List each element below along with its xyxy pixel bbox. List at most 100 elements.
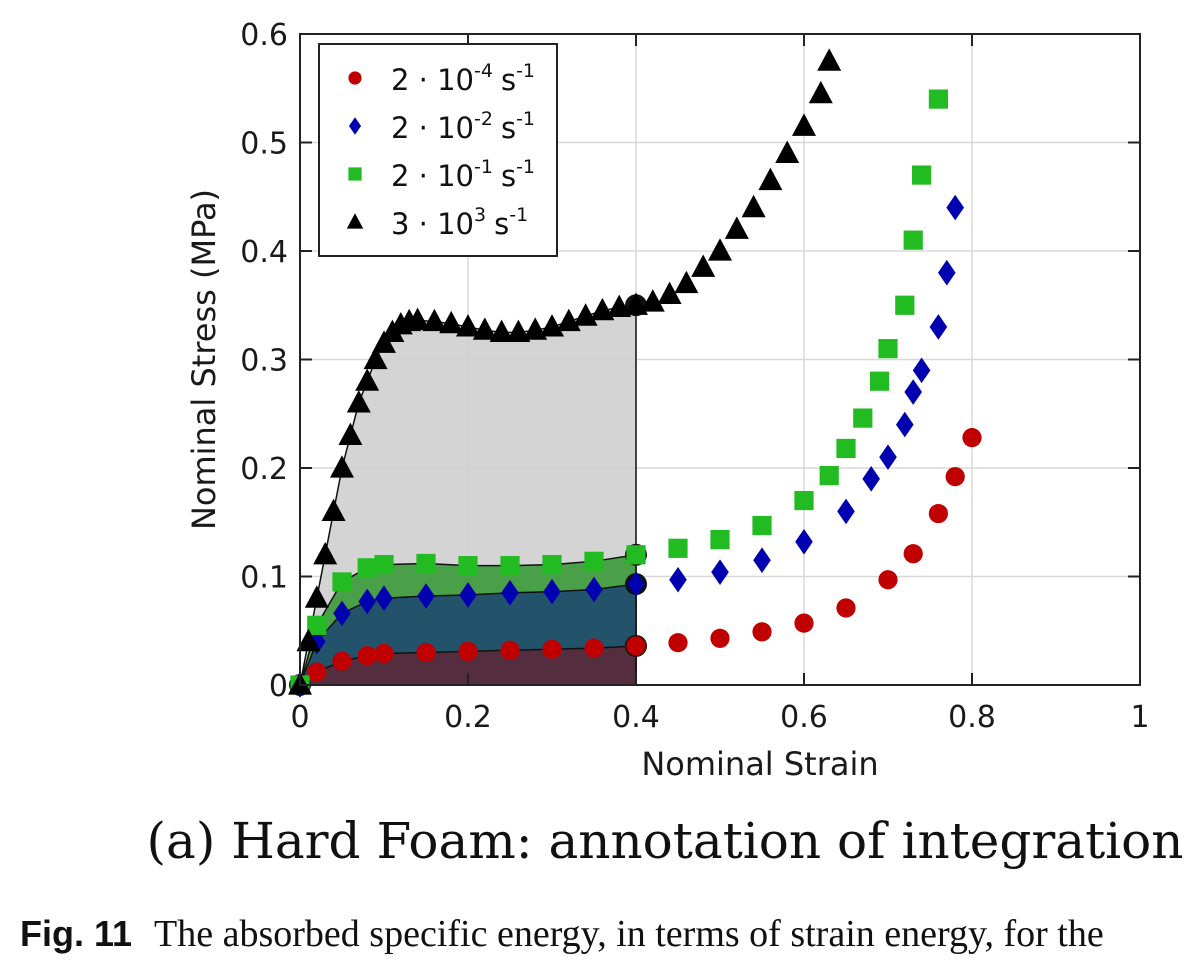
data-point (405, 307, 430, 331)
data-point (416, 642, 436, 663)
data-point (458, 641, 478, 661)
data-point (928, 89, 948, 109)
y-tick-label: 0.2 (240, 452, 288, 487)
data-point (792, 113, 816, 136)
data-point (439, 310, 464, 334)
y-tick-label: 0.4 (240, 235, 288, 270)
data-point (808, 80, 833, 104)
y-tick-label: 0.3 (240, 344, 288, 379)
data-point (542, 639, 562, 659)
data-point (607, 294, 632, 318)
data-point (338, 422, 363, 446)
data-point (416, 553, 436, 574)
y-tick-label: 0.5 (240, 127, 288, 162)
data-point (794, 490, 814, 511)
data-point (348, 117, 362, 135)
data-point (752, 622, 772, 642)
data-point (456, 314, 480, 337)
data-point (346, 390, 371, 413)
data-point (348, 167, 362, 181)
data-point (711, 559, 729, 585)
data-point (332, 572, 352, 592)
x-tick-label: 0.6 (780, 700, 828, 735)
figure-caption: Fig. 11 The absorbed specific energy, in … (20, 912, 1104, 956)
data-point (710, 530, 730, 550)
data-point (313, 542, 338, 565)
x-tick-label: 0.2 (444, 700, 492, 735)
caption-label: Fig. 11 (20, 913, 133, 954)
data-point (929, 314, 948, 340)
data-point (523, 317, 548, 340)
data-point (363, 346, 388, 370)
data-point (355, 368, 380, 391)
data-point (691, 254, 716, 277)
data-point (879, 444, 897, 470)
legend-entry: 2 · 10-1 s-1 (391, 156, 535, 193)
integration-areas (289, 294, 647, 696)
data-point (624, 292, 648, 315)
data-point (668, 538, 688, 558)
data-point (928, 503, 949, 524)
data-point (896, 411, 914, 438)
y-tick-label: 0.1 (240, 561, 288, 596)
data-point (307, 615, 327, 635)
data-point (669, 566, 687, 593)
data-point (795, 528, 813, 555)
data-point (417, 583, 435, 609)
subcaption: (a) Hard Foam: annotation of integration (146, 812, 1184, 870)
data-point (584, 638, 604, 658)
caption-text: The absorbed specific energy, in terms o… (154, 913, 1104, 955)
data-point (374, 643, 394, 664)
data-point (836, 598, 856, 618)
data-point (458, 556, 478, 576)
data-point (585, 576, 603, 603)
data-point (708, 238, 732, 261)
data-point (333, 600, 351, 627)
data-point (836, 438, 856, 459)
legend: 2 · 10-4 s-1 2 · 10-2 s-1 2 · 10-1 s-1 3 · 103… (318, 43, 558, 257)
data-point (626, 636, 646, 656)
data-point (375, 585, 393, 611)
data-point (357, 646, 377, 666)
data-point (657, 281, 682, 304)
data-point (912, 165, 932, 185)
data-point (500, 640, 520, 660)
data-point (903, 544, 923, 564)
data-point (753, 547, 771, 574)
data-point (946, 194, 964, 221)
legend-entry: 2 · 10-2 s-1 (391, 108, 535, 145)
x-tick-label: 0 (290, 700, 309, 735)
data-point (542, 554, 562, 575)
data-point (346, 213, 364, 229)
data-point (962, 428, 982, 448)
data-markers (288, 48, 982, 698)
y-tick-label: 0.6 (240, 18, 288, 53)
x-tick-label: 1 (1130, 700, 1149, 735)
data-point (296, 628, 321, 652)
data-point (500, 556, 520, 576)
data-point (357, 558, 377, 578)
x-axis-label: Nominal Strain (641, 745, 878, 783)
data-point (332, 651, 352, 671)
y-axis-label: Nominal Stress (MPa) (185, 189, 223, 530)
legend-entry: 2 · 10-4 s-1 (391, 60, 535, 97)
data-point (358, 588, 376, 615)
data-point (321, 498, 346, 521)
data-point (374, 554, 394, 575)
data-point (817, 48, 842, 71)
data-point (945, 467, 965, 487)
data-point (758, 167, 783, 191)
data-point (674, 270, 699, 294)
data-point (895, 295, 915, 315)
data-point (459, 582, 477, 608)
data-point (837, 498, 855, 525)
data-point (307, 662, 327, 682)
data-point (794, 613, 814, 633)
data-point (862, 466, 880, 492)
x-tick-label: 0.8 (948, 700, 996, 735)
data-point (590, 297, 615, 321)
data-point (422, 308, 447, 332)
data-point (878, 570, 898, 590)
data-point (904, 379, 922, 405)
